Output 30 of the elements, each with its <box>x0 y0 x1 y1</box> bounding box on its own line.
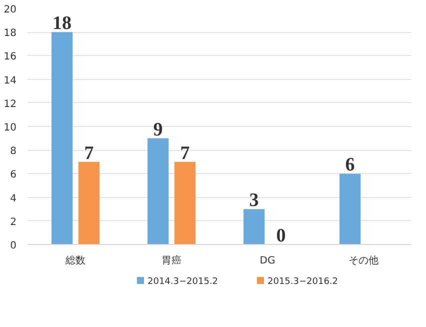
y-tick-label: 0 <box>10 240 17 252</box>
bar <box>148 138 169 244</box>
y-tick-label: 12 <box>4 98 17 110</box>
data-label: 18 <box>52 13 72 34</box>
y-tick-label: 20 <box>4 4 17 16</box>
data-label: 7 <box>180 142 190 164</box>
data-label: 9 <box>153 119 163 140</box>
data-label: 0 <box>276 226 286 246</box>
y-tick-label: 2 <box>10 216 17 228</box>
legend-label: 2015.3−2016.2 <box>268 277 338 287</box>
y-tick-label: 16 <box>4 52 17 63</box>
data-label: 6 <box>345 154 355 176</box>
legend-label: 2014.3−2015.2 <box>148 277 218 287</box>
y-tick-label: 6 <box>10 170 17 181</box>
data-label: 7 <box>84 142 94 164</box>
y-tick-label: 18 <box>4 28 17 40</box>
x-tick-label: 胃癌 <box>162 254 182 266</box>
y-tick-label: 4 <box>10 193 17 204</box>
x-tick-label: その他 <box>348 254 378 266</box>
x-tick-label: DG <box>260 256 276 266</box>
bar <box>174 162 196 244</box>
bar <box>244 209 265 244</box>
bar <box>340 174 361 244</box>
y-tick-label: 10 <box>4 122 17 134</box>
bar <box>52 32 73 244</box>
x-tick-label: 総数 <box>64 254 86 266</box>
bar <box>78 162 100 244</box>
data-label: 3 <box>249 190 259 212</box>
y-tick-label: 14 <box>4 75 17 86</box>
y-tick-label: 8 <box>10 146 17 158</box>
